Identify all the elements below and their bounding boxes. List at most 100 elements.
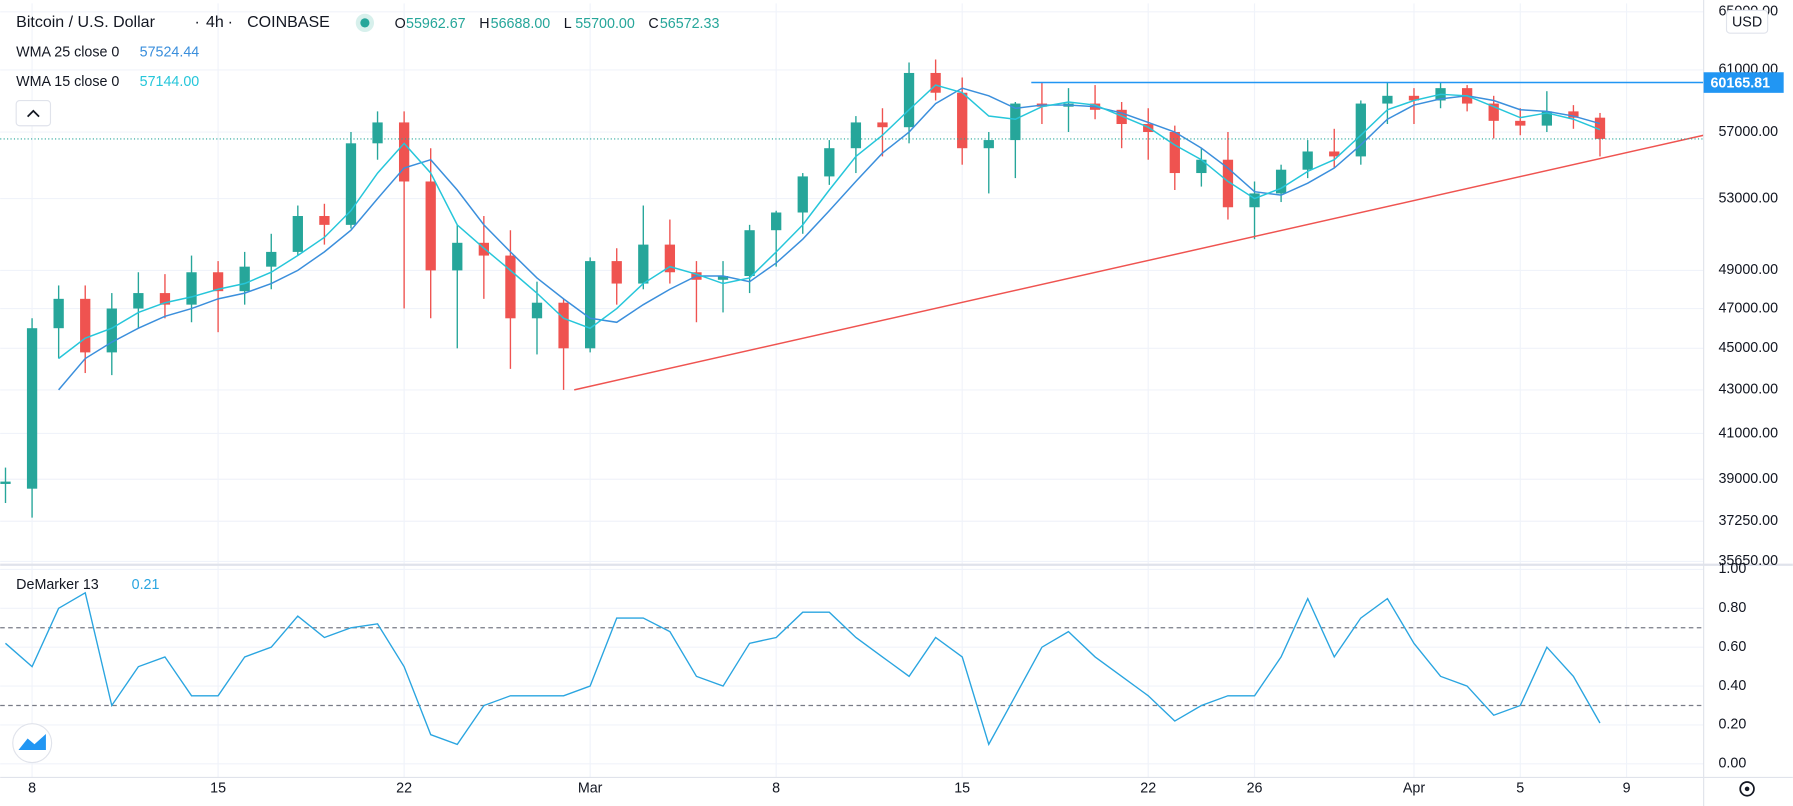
y-tick-label: 0.60 [1719,639,1747,655]
y-tick-label: 39000.00 [1719,471,1779,487]
x-tick-label: Mar [578,781,603,797]
candle-body [26,328,38,489]
candle-body [797,176,808,213]
ohlc-key: H [479,16,489,32]
candle-body [1594,117,1606,139]
exchange: COINBASE [247,14,330,31]
separator: · [228,14,233,31]
candle-body [983,140,994,149]
ohlc: O 55962.67 H 56688.00 L 55700.00 C 56572.33 [395,16,720,32]
symbol: Bitcoin / U.S. Dollar [16,14,155,31]
candle-body [478,242,489,256]
candle-body [957,92,968,149]
candle-body [1355,103,1366,157]
price-tag [1703,72,1784,93]
y-tick-label: 49000.00 [1719,262,1779,278]
indicator-value: 0.21 [132,577,160,593]
y-tick-label: 53000.00 [1719,190,1779,206]
candle-body [292,216,303,252]
x-tick-label: 8 [28,781,36,797]
y-tick-label: 0.00 [1719,756,1747,772]
candle-body [850,122,862,149]
x-tick-label: 15 [954,781,970,797]
y-tick-label: 41000.00 [1719,425,1779,441]
candle-body [771,212,782,231]
candle-body [744,230,755,277]
candle-body [398,122,410,182]
x-tick-label: 5 [1516,781,1524,797]
ohlc-value: 56688.00 [491,16,551,32]
settings-icon[interactable] [1739,781,1755,797]
indicator-title: DeMarker 13 [16,577,99,593]
x-tick-label: 8 [772,781,780,797]
wma-line [58,87,1601,391]
candle-body [1488,103,1499,121]
candle-body [585,261,596,349]
candle-body [1249,193,1260,208]
collapse-icon [27,109,40,118]
y-tick-label: 43000.00 [1719,382,1779,398]
status-dot [360,18,370,28]
y-tick-label: 1.00 [1719,561,1747,577]
y-tick-label: 0.20 [1719,717,1747,733]
plot [0,59,1704,747]
candle-body [505,255,516,319]
candle-body [824,148,835,177]
ohlc-value: 55700.00 [575,16,635,32]
candle-body [106,308,117,353]
y-tick-label: 47000.00 [1719,300,1779,316]
candle-body [558,302,569,349]
price-tag-label: 60165.81 [1711,75,1771,91]
grid [0,3,1704,778]
drawn-line [574,134,1704,391]
indicator-line [4,591,1601,747]
candle-body [611,261,622,284]
wma-line [58,84,1601,360]
legend-value: 57524.44 [140,44,200,60]
candle-body [80,298,91,353]
candle-body [531,302,543,319]
candle-body [186,272,197,305]
x-tick-label: 22 [396,781,412,797]
candle-body [638,244,649,284]
ohlc-key: C [648,16,658,32]
candle-body [372,122,383,144]
candle-body [239,266,250,292]
candle-body [1169,132,1180,174]
candle-body [1116,109,1127,125]
candle-body [319,216,330,225]
candle-body [1302,151,1313,170]
candle-body [133,293,144,309]
y-tick-label: 0.40 [1719,678,1747,694]
y-tick-label: 37250.00 [1719,513,1779,529]
x-tick-label: 15 [210,781,226,797]
y-tick-label: 57000.00 [1719,124,1779,140]
ohlc-key: L [564,16,572,32]
legend: WMA 25 close 0 57524.44 WMA 15 close 0 5714… [16,44,199,593]
separator: · [195,14,200,31]
candle-body [930,72,941,93]
legend-value: 57144.00 [140,74,200,90]
collapse-button[interactable] [15,100,52,127]
settings-icon-center [1744,786,1750,792]
x-tick-label: 9 [1623,781,1631,797]
candle-body [1541,111,1552,126]
candle-body [903,72,915,128]
x-tick-label: 22 [1140,781,1156,797]
candle-body [877,122,888,128]
candle-body [1382,95,1393,104]
candle-body [1515,120,1526,126]
candle-body [717,276,729,280]
candle-body [0,481,11,484]
logo [12,723,53,764]
candle-body [212,272,224,292]
legend-name: WMA 15 close 0 [16,74,119,90]
interval: 4h [206,14,224,31]
logo-mark [18,733,46,750]
candle-body [53,298,64,329]
y-tick-label: 35650.00 [1719,553,1779,569]
x-tick-label: 26 [1247,781,1263,797]
